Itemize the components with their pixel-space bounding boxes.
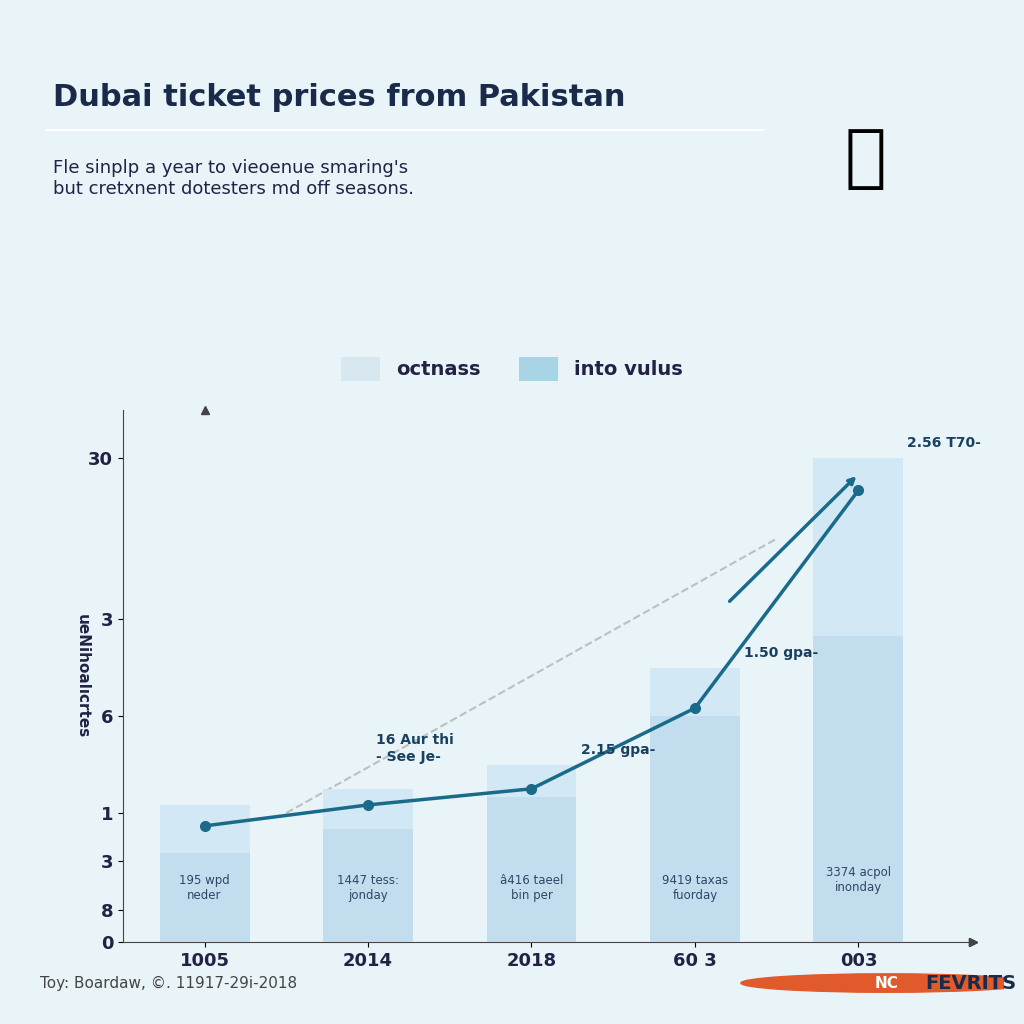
Text: Dubai ticket prices from Pakistan: Dubai ticket prices from Pakistan — [53, 83, 626, 113]
Text: 16 Aur thi
- See Je-: 16 Aur thi - See Je- — [376, 733, 454, 764]
Text: 1.50 gpa-: 1.50 gpa- — [744, 646, 818, 659]
Text: FEVRITS: FEVRITS — [926, 974, 1017, 992]
Text: 2.15 gpa-: 2.15 gpa- — [581, 742, 655, 757]
Text: 🚐: 🚐 — [845, 125, 886, 193]
Legend: octnass, into vulus: octnass, into vulus — [334, 349, 690, 388]
Bar — [650, 716, 740, 942]
Text: 9419 taxas
fuorday: 9419 taxas fuorday — [662, 873, 728, 902]
Y-axis label: ueNihoalıcrtes: ueNihoalıcrtes — [75, 613, 89, 738]
Text: 1447 tess:
jonday: 1447 tess: jonday — [337, 873, 399, 902]
Bar — [324, 788, 413, 942]
Text: 2.56 T70-: 2.56 T70- — [907, 436, 981, 450]
Bar — [650, 668, 740, 942]
Text: Toy: Boardaw, ©. 11917-29i-2018: Toy: Boardaw, ©. 11917-29i-2018 — [41, 976, 298, 990]
Bar — [324, 829, 413, 942]
Bar — [486, 797, 577, 942]
Bar — [160, 805, 250, 942]
Bar — [813, 458, 903, 942]
Text: NC: NC — [874, 976, 899, 990]
Text: â416 taeel
bin per: â416 taeel bin per — [500, 873, 563, 902]
Text: 3374 acpol
inonday: 3374 acpol inonday — [825, 865, 891, 894]
Text: Fle sinplp a year to vieoenue smaring's
but cretxnent dotesters md off seasons.: Fle sinplp a year to vieoenue smaring's … — [53, 159, 414, 198]
Circle shape — [741, 974, 1024, 992]
Bar — [813, 636, 903, 942]
Bar — [486, 765, 577, 942]
Text: 195 wpd
neder: 195 wpd neder — [179, 873, 230, 902]
Bar — [160, 853, 250, 942]
